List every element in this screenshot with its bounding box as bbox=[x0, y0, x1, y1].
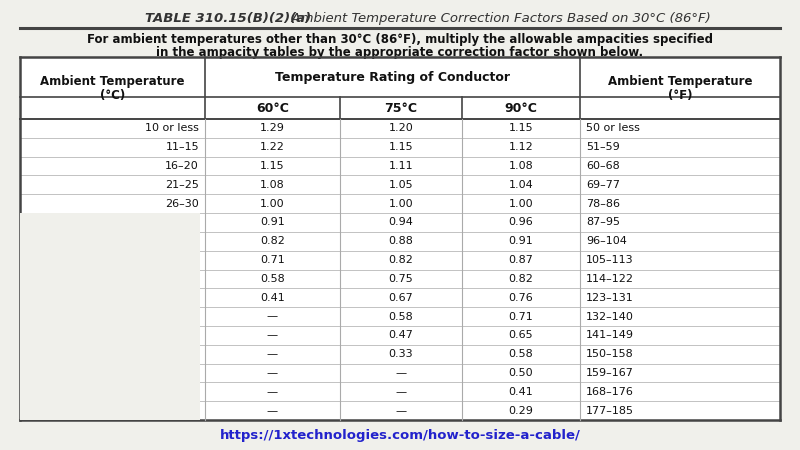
Text: 1.00: 1.00 bbox=[260, 198, 285, 209]
Text: 0.58: 0.58 bbox=[389, 311, 414, 322]
Text: 159–167: 159–167 bbox=[586, 368, 634, 378]
Text: 1.04: 1.04 bbox=[509, 180, 534, 190]
Bar bbox=[20, 213, 200, 420]
Text: 60°C: 60°C bbox=[256, 102, 289, 114]
Text: —: — bbox=[267, 405, 278, 416]
Text: 90°C: 90°C bbox=[505, 102, 538, 114]
Text: 0.91: 0.91 bbox=[260, 217, 285, 227]
Text: 0.82: 0.82 bbox=[389, 255, 414, 265]
Text: 0.58: 0.58 bbox=[509, 349, 534, 359]
Text: 0.71: 0.71 bbox=[260, 255, 285, 265]
Text: —: — bbox=[267, 311, 278, 322]
Text: Ambient Temperature: Ambient Temperature bbox=[608, 76, 752, 89]
Text: 0.67: 0.67 bbox=[389, 292, 414, 303]
Text: 1.29: 1.29 bbox=[260, 123, 285, 133]
Text: 36–40: 36–40 bbox=[166, 236, 199, 246]
Text: Ambient Temperature: Ambient Temperature bbox=[40, 76, 185, 89]
Text: 0.71: 0.71 bbox=[509, 311, 534, 322]
Text: 41–45: 41–45 bbox=[165, 255, 199, 265]
Text: Ambient Temperature Correction Factors Based on 30°C (86°F): Ambient Temperature Correction Factors B… bbox=[283, 12, 710, 25]
Text: 0.65: 0.65 bbox=[509, 330, 534, 340]
Text: Temperature Rating of Conductor: Temperature Rating of Conductor bbox=[275, 71, 510, 84]
Text: 1.00: 1.00 bbox=[389, 198, 414, 209]
Text: 1.15: 1.15 bbox=[509, 123, 534, 133]
Text: 16–20: 16–20 bbox=[166, 161, 199, 171]
Text: 10 or less: 10 or less bbox=[145, 123, 199, 133]
Text: 0.41: 0.41 bbox=[260, 292, 285, 303]
Text: 1.15: 1.15 bbox=[260, 161, 285, 171]
Text: 1.08: 1.08 bbox=[260, 180, 285, 190]
Text: 0.91: 0.91 bbox=[509, 236, 534, 246]
Text: 0.76: 0.76 bbox=[509, 292, 534, 303]
Text: 66–70: 66–70 bbox=[166, 349, 199, 359]
Text: 0.87: 0.87 bbox=[509, 255, 534, 265]
Text: (°C): (°C) bbox=[100, 90, 125, 103]
Text: 71–75: 71–75 bbox=[165, 368, 199, 378]
Text: 1.20: 1.20 bbox=[389, 123, 414, 133]
Text: 1.05: 1.05 bbox=[389, 180, 414, 190]
Text: 31–35: 31–35 bbox=[166, 217, 199, 227]
Text: 1.15: 1.15 bbox=[389, 142, 414, 152]
Text: 0.96: 0.96 bbox=[509, 217, 534, 227]
Text: 1.12: 1.12 bbox=[509, 142, 534, 152]
Text: 21–25: 21–25 bbox=[165, 180, 199, 190]
Text: 150–158: 150–158 bbox=[586, 349, 634, 359]
Text: —: — bbox=[267, 330, 278, 340]
Text: 141–149: 141–149 bbox=[586, 330, 634, 340]
Text: 51–55: 51–55 bbox=[166, 292, 199, 303]
Text: 0.75: 0.75 bbox=[389, 274, 414, 284]
Text: 0.94: 0.94 bbox=[389, 217, 414, 227]
Text: 0.29: 0.29 bbox=[509, 405, 534, 416]
Text: 69–77: 69–77 bbox=[586, 180, 620, 190]
Text: 1.22: 1.22 bbox=[260, 142, 285, 152]
Text: 0.82: 0.82 bbox=[260, 236, 285, 246]
Text: 60–68: 60–68 bbox=[586, 161, 620, 171]
Text: —: — bbox=[395, 405, 406, 416]
Text: 26–30: 26–30 bbox=[166, 198, 199, 209]
Text: 1.00: 1.00 bbox=[509, 198, 534, 209]
Text: 0.50: 0.50 bbox=[509, 368, 534, 378]
Text: in the ampacity tables by the appropriate correction factor shown below.: in the ampacity tables by the appropriat… bbox=[157, 46, 643, 59]
Text: 46–50: 46–50 bbox=[166, 274, 199, 284]
Text: —: — bbox=[267, 387, 278, 397]
Text: 76–80: 76–80 bbox=[165, 387, 199, 397]
Text: 0.58: 0.58 bbox=[260, 274, 285, 284]
Text: 0.88: 0.88 bbox=[389, 236, 414, 246]
Text: —: — bbox=[395, 368, 406, 378]
Text: 51–59: 51–59 bbox=[586, 142, 620, 152]
Text: (°F): (°F) bbox=[668, 90, 692, 103]
Text: 96–104: 96–104 bbox=[586, 236, 627, 246]
Text: 168–176: 168–176 bbox=[586, 387, 634, 397]
Text: 50 or less: 50 or less bbox=[586, 123, 640, 133]
Bar bbox=[20, 57, 780, 420]
Text: https://1xtechnologies.com/how-to-size-a-cable/: https://1xtechnologies.com/how-to-size-a… bbox=[219, 428, 581, 441]
Text: 177–185: 177–185 bbox=[586, 405, 634, 416]
Text: 56–60: 56–60 bbox=[166, 311, 199, 322]
Text: 0.47: 0.47 bbox=[389, 330, 414, 340]
Text: 123–131: 123–131 bbox=[586, 292, 634, 303]
Text: TABLE 310.15(B)(2)(a): TABLE 310.15(B)(2)(a) bbox=[145, 12, 311, 25]
Text: 0.41: 0.41 bbox=[509, 387, 534, 397]
Text: 1.11: 1.11 bbox=[389, 161, 414, 171]
Text: 0.33: 0.33 bbox=[389, 349, 414, 359]
Text: 132–140: 132–140 bbox=[586, 311, 634, 322]
Text: 87–95: 87–95 bbox=[586, 217, 620, 227]
Text: 1.08: 1.08 bbox=[509, 161, 534, 171]
Text: 11–15: 11–15 bbox=[166, 142, 199, 152]
Text: 78–86: 78–86 bbox=[586, 198, 620, 209]
Text: —: — bbox=[395, 387, 406, 397]
Text: 0.82: 0.82 bbox=[509, 274, 534, 284]
Text: —: — bbox=[267, 368, 278, 378]
Text: 81–85: 81–85 bbox=[165, 405, 199, 416]
Text: 75°C: 75°C bbox=[385, 102, 418, 114]
Text: 61–65: 61–65 bbox=[166, 330, 199, 340]
Text: —: — bbox=[267, 349, 278, 359]
Text: 114–122: 114–122 bbox=[586, 274, 634, 284]
Text: 105–113: 105–113 bbox=[586, 255, 634, 265]
Text: For ambient temperatures other than 30°C (86°F), multiply the allowable ampaciti: For ambient temperatures other than 30°C… bbox=[87, 33, 713, 46]
